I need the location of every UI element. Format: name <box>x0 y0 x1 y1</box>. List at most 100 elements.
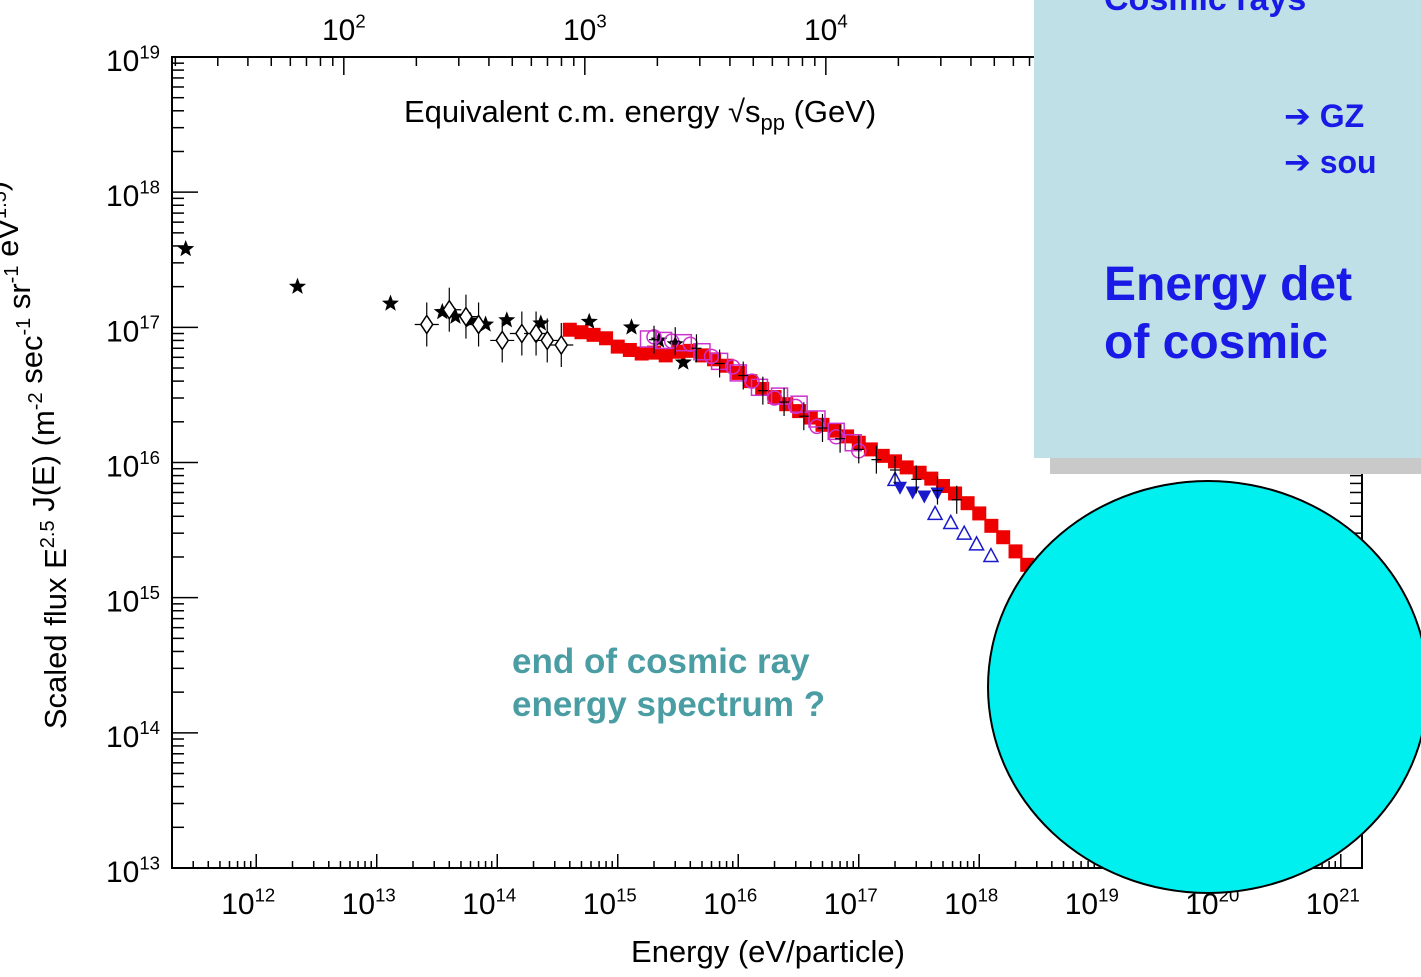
series-open-circle <box>646 329 867 459</box>
circle-marker <box>724 359 741 375</box>
triangle-up-marker <box>968 535 985 551</box>
panel-title: Cosmic rays <box>1104 0 1306 19</box>
open-square-marker <box>844 433 862 452</box>
y-tick-label: 1015 <box>106 582 160 619</box>
y-tick-label: 1014 <box>106 717 160 754</box>
y-tick-label: 1018 <box>106 177 160 214</box>
square-marker <box>803 410 818 425</box>
y-axis-title: Scaled flux E2.5 J(E) (m-2 sec-1 sr-1 eV… <box>0 181 73 729</box>
panel-bullet-sources: ➔ sou <box>1284 144 1377 180</box>
diamond-marker <box>459 306 473 327</box>
square-marker <box>996 530 1011 545</box>
open-square-marker <box>654 331 673 350</box>
circle-marker <box>703 348 720 365</box>
annotation-line-1: end of cosmic ray <box>512 642 810 681</box>
triangle-down-marker <box>905 486 920 500</box>
circle-marker <box>828 429 844 445</box>
annotation-line-2: energy spectrum ? <box>512 685 826 724</box>
spectrum-end-annotation: end of cosmic ray energy spectrum ? <box>512 640 825 726</box>
diamond-marker <box>554 334 569 356</box>
x-tick-label: 1014 <box>462 884 516 921</box>
open-square-marker <box>693 342 711 361</box>
x-tick-label: 1013 <box>342 884 396 921</box>
axis-labels: 1012 1013 1014 1015 1016 1017 1018 1019 1020 1021… <box>0 10 1360 969</box>
x-axis-title: Energy (eV/particle) <box>631 934 905 969</box>
x-tick-label: 1018 <box>944 884 998 921</box>
x-tick-label: 1021 <box>1306 884 1360 921</box>
star-marker <box>288 277 307 294</box>
series-filled-square <box>562 322 1048 588</box>
square-marker <box>875 448 890 463</box>
square-marker <box>960 496 975 511</box>
triangle-up-marker <box>982 546 1000 563</box>
square-marker <box>634 346 649 361</box>
series-plus <box>649 325 962 514</box>
star-marker <box>433 302 451 320</box>
open-square-marker <box>827 422 845 441</box>
star-marker <box>674 353 692 370</box>
triangle-up-marker <box>942 513 960 530</box>
circle-marker <box>766 390 783 406</box>
triangle-up-marker <box>926 504 944 521</box>
open-square-marker <box>770 387 789 405</box>
panel-bullet-gzk: ➔ GZ <box>1284 98 1365 134</box>
y-tick-label: 1016 <box>106 447 160 484</box>
star-marker <box>580 312 598 329</box>
circle-marker <box>682 336 699 352</box>
square-marker <box>586 327 601 342</box>
x-tick-label: 1015 <box>583 884 637 921</box>
square-marker <box>574 325 589 340</box>
y-tick-label: 1013 <box>106 852 160 889</box>
y-tick-label: 1019 <box>106 41 160 78</box>
square-marker <box>972 506 987 521</box>
diamond-marker <box>471 314 486 335</box>
star-marker <box>177 240 195 257</box>
star-marker <box>622 318 640 335</box>
square-marker <box>948 486 963 501</box>
panel-headline-line-1: Energy det <box>1104 258 1353 311</box>
square-marker <box>755 381 770 396</box>
star-marker <box>381 294 399 311</box>
square-marker <box>622 342 637 357</box>
diamond-marker <box>419 314 434 335</box>
square-marker <box>658 348 673 363</box>
circle-marker <box>809 418 825 435</box>
series-open-diamond <box>414 287 574 368</box>
series-open-square <box>639 330 862 452</box>
cyan-disk <box>987 480 1421 894</box>
square-marker <box>599 331 614 346</box>
x-tick-label: 1017 <box>824 884 878 921</box>
callout-panel: Cosmic rays ➔ GZ ➔ sou Energy det of cos… <box>1034 0 1421 458</box>
star-marker <box>477 315 495 332</box>
diamond-marker <box>495 330 510 351</box>
data-points <box>177 240 1048 588</box>
square-marker <box>562 322 577 337</box>
top-tick-label: 104 <box>804 10 848 47</box>
triangle-up-marker <box>886 470 904 487</box>
star-marker <box>532 314 550 331</box>
diamond-marker <box>529 323 543 344</box>
top-tick-label: 103 <box>563 10 607 47</box>
top-tick-label: 102 <box>322 10 366 47</box>
square-marker <box>610 339 625 354</box>
square-marker <box>899 460 914 475</box>
square-marker <box>731 365 746 380</box>
star-marker <box>650 331 668 348</box>
x-tick-label: 1016 <box>703 884 757 921</box>
triangle-down-marker <box>917 490 932 504</box>
square-marker <box>924 471 939 486</box>
x-tick-label: 1019 <box>1065 884 1119 921</box>
panel-headline-line-2: of cosmic <box>1104 316 1329 369</box>
circle-marker <box>744 373 760 389</box>
x-tick-label: 1012 <box>221 884 275 921</box>
square-marker <box>1008 544 1023 559</box>
star-marker <box>498 311 516 328</box>
diamond-marker <box>540 330 555 351</box>
circle-marker <box>787 398 804 415</box>
series-open-triangle-up <box>886 470 1000 563</box>
open-square-marker <box>808 410 826 428</box>
open-square-marker <box>639 330 658 348</box>
triangle-up-marker <box>955 524 973 540</box>
